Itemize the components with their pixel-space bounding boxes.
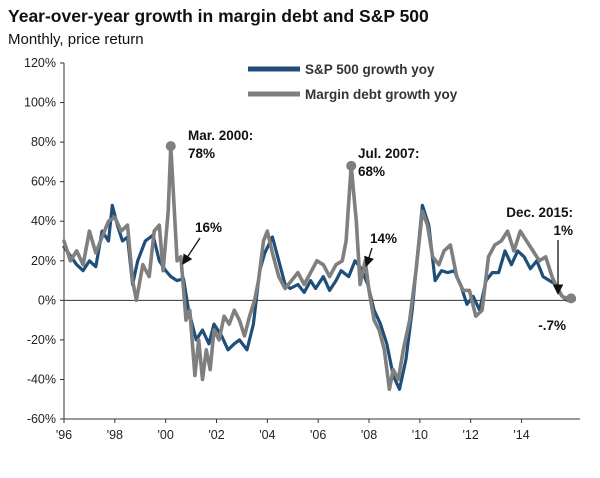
data-point-marker — [165, 141, 176, 152]
annotation-arrow — [364, 247, 374, 268]
annotations: Mar. 2000: 78% 16% Jul. 2007: 68% 14% Dec. 201… — [182, 128, 573, 333]
x-tick-label: '12 — [463, 428, 479, 442]
annotation-mar-2000: Mar. 2000: — [188, 128, 253, 143]
x-tick-label: '02 — [208, 428, 224, 442]
series-lines — [62, 141, 577, 392]
annotation-14-percent: 14% — [370, 231, 397, 246]
x-tick-label: '10 — [412, 428, 428, 442]
y-tick-label: 80% — [31, 135, 56, 149]
annotation-jul-2007: 68% — [358, 164, 385, 179]
annotation-minus-0-7-percent: -.7% — [538, 318, 566, 333]
annotation-arrow — [182, 237, 201, 265]
x-tick-label: '14 — [513, 428, 529, 442]
y-tick-label: 60% — [31, 175, 56, 189]
legend-label: S&P 500 growth yoy — [305, 62, 435, 77]
y-tick-label: -20% — [27, 333, 56, 347]
y-tick-label: -60% — [27, 412, 56, 426]
series-line-sp500 — [62, 203, 573, 391]
legend-label: Margin debt growth yoy — [305, 87, 458, 102]
data-point-marker — [566, 293, 577, 304]
annotation-dec-2015: Dec. 2015: — [506, 205, 573, 220]
annotation-jul-2007: Jul. 2007: — [358, 146, 420, 161]
chart-title: Year-over-year growth in margin debt and… — [8, 6, 429, 26]
x-tick-label: '04 — [259, 428, 275, 442]
x-tick-label: '08 — [361, 428, 377, 442]
annotation-dec-2015: 1% — [553, 223, 573, 238]
x-tick-label: '98 — [107, 428, 123, 442]
x-tick-label: '00 — [158, 428, 174, 442]
data-point-marker — [346, 160, 357, 171]
y-tick-label: 20% — [31, 254, 56, 268]
axes: 120% 100% 80% 60% 40% 20% 0% -20% -40% -60%'96 '98… — [24, 56, 580, 442]
y-tick-label: 40% — [31, 214, 56, 228]
y-tick-label: -40% — [27, 372, 56, 386]
x-tick-label: '96 — [56, 428, 72, 442]
y-tick-label: 100% — [24, 96, 56, 110]
legend: S&P 500 growth yoy Margin debt growth yoy — [248, 62, 458, 102]
y-tick-label: 0% — [38, 293, 56, 307]
x-tick-label: '06 — [310, 428, 326, 442]
annotation-mar-2000: 78% — [188, 146, 215, 161]
y-tick-label: 120% — [24, 56, 56, 70]
series-line-margin-debt — [62, 144, 573, 392]
chart-subtitle: Monthly, price return — [8, 31, 144, 48]
annotation-16-percent: 16% — [195, 220, 222, 235]
